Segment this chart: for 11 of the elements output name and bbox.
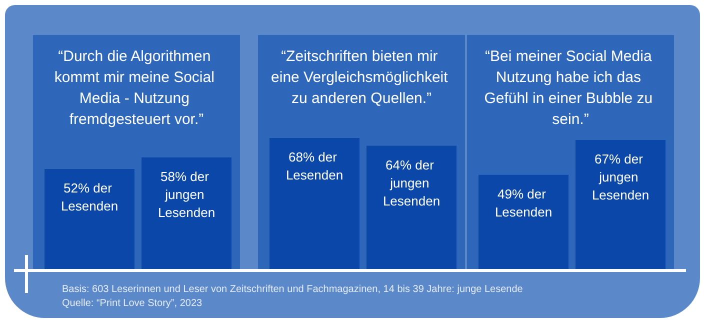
source-note: Quelle: “Print Love Story”, 2023 — [62, 297, 204, 311]
data-label: 58% der jungen Lesenden — [158, 168, 216, 220]
chart-title: “Zeitschriften bieten mir eine Vergleichsmöglichkeit zu anderen Quellen.” — [271, 48, 452, 107]
data-label: 64% der jungen Lesenden — [382, 157, 440, 208]
data-label: 52% der Lesenden — [60, 180, 118, 214]
chart-title: “Durch die Algorithmen kommt mir meine Social Media - Nutzung fremdgesteuert vor.” — [54, 48, 219, 128]
chart-title: “Bei meiner Social Media Nutzung habe ich das Gefühl in einer Bubble zu sein.” — [484, 48, 657, 128]
data-label: 67% der jungen Lesenden — [592, 151, 650, 202]
text: Basis: 603 Leserinnen und Leser von Zeitschriften und Fachmagazinen, 14 bis 39 Jahre: junge Lesende — [62, 283, 523, 297]
data-label: 49% der Lesenden — [494, 186, 552, 220]
data-label: 68% der Lesenden — [286, 150, 344, 182]
